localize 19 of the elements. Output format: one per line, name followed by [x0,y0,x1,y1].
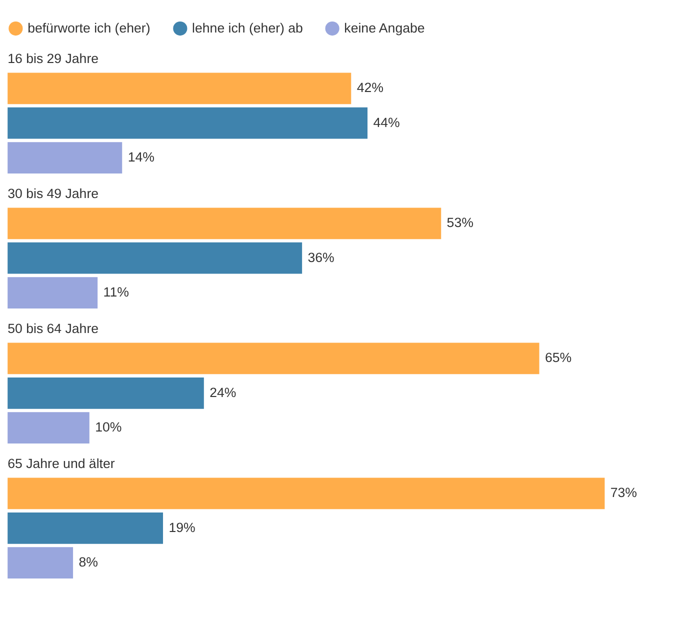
data-label: 8% [78,554,98,570]
data-label: 14% [128,150,155,165]
data-label: 73% [610,485,638,500]
data-label: 11% [103,284,130,300]
data-label: 24% [210,384,236,400]
data-label: 42% [356,80,384,96]
data-label: 65% [544,350,572,366]
data-label: 10% [95,420,122,435]
y-tick-label: 65 Jahre und älter [8,456,116,472]
y-tick-label: 16 bis 29 Jahre [8,51,99,66]
legend-label: keine Angabe [344,20,425,36]
legend-label: lehne ich (eher) ab [192,20,303,36]
data-label: 53% [446,215,474,230]
data-label: 19% [168,520,196,535]
legend-label: befürworte ich (eher) [28,20,150,36]
data-label: 44% [373,114,400,130]
y-tick-label: 30 bis 49 Jahre [8,186,99,202]
y-tick-label: 50 bis 64 Jahre [8,321,99,336]
data-label: 36% [308,250,335,265]
